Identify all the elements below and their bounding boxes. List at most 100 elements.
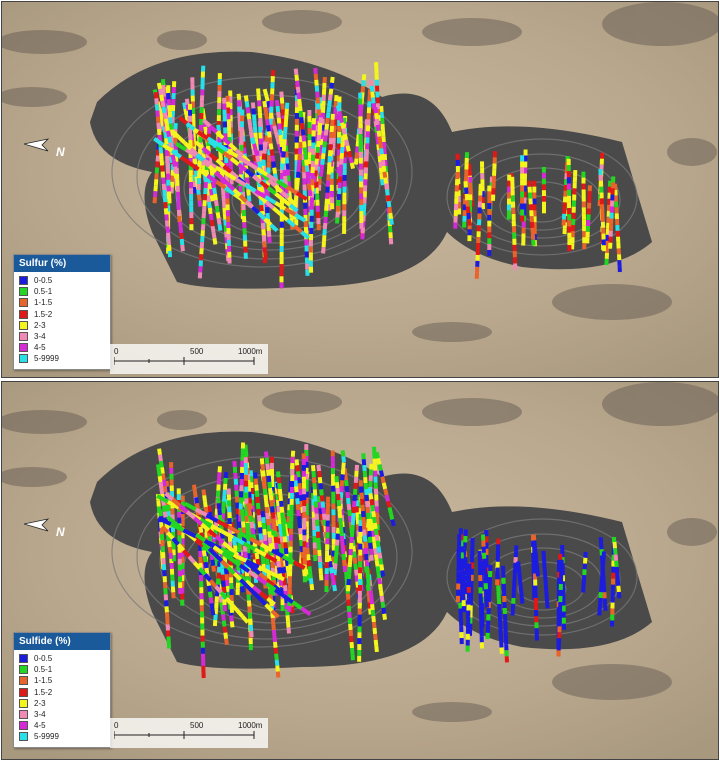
drillhole-segment xyxy=(243,95,249,102)
drillhole-segment xyxy=(308,571,313,579)
drillhole-segment xyxy=(220,559,230,569)
drillhole-segment xyxy=(263,494,269,502)
drillhole-segment xyxy=(378,558,384,565)
drillhole-segment xyxy=(329,566,334,574)
drillhole-segment xyxy=(238,531,252,541)
drillhole-segment xyxy=(380,570,386,577)
legend-item: 0-0.5 xyxy=(19,653,105,664)
drillhole-segment xyxy=(518,579,523,586)
drillhole-segment xyxy=(174,141,188,152)
drillhole-segment xyxy=(229,170,240,180)
drillhole-segment xyxy=(207,585,212,593)
drillhole-segment xyxy=(293,224,303,234)
drillhole-segment xyxy=(249,630,254,638)
drillhole-segment xyxy=(330,572,336,580)
drillhole-segment xyxy=(214,553,224,563)
drillhole-segment xyxy=(298,141,303,149)
drillhole-segment xyxy=(338,116,344,124)
drillhole-segment xyxy=(246,485,252,492)
drillhole-segment xyxy=(220,546,235,557)
drillhole-segment xyxy=(221,529,235,540)
drillhole-segment xyxy=(270,119,277,127)
drillhole-segment xyxy=(346,497,351,505)
drillhole-segment xyxy=(340,450,346,457)
drillhole-segment xyxy=(317,128,322,136)
drillhole-segment xyxy=(298,488,303,496)
drillhole-segment xyxy=(361,459,367,466)
drillhole-segment xyxy=(516,561,521,568)
drillhole-segment xyxy=(259,204,264,212)
drillhole-segment xyxy=(187,555,196,564)
drillhole-segment xyxy=(277,488,283,496)
drillhole-segment xyxy=(265,100,272,108)
drillhole-segment xyxy=(378,167,384,174)
drillhole-segment xyxy=(341,128,347,135)
drillhole-segment xyxy=(205,513,219,523)
drillhole-segment xyxy=(163,202,168,209)
north-arrow-icon xyxy=(24,138,50,152)
drillhole-segment xyxy=(279,506,285,513)
drillhole-segment xyxy=(251,565,261,576)
drillhole-segment xyxy=(321,513,327,521)
drillhole-segment xyxy=(289,607,295,614)
drillhole-segment xyxy=(207,547,217,557)
drillhole-segment xyxy=(338,492,344,499)
drillhole-segment xyxy=(299,545,305,553)
drillhole-segment xyxy=(184,114,190,122)
drillhole-segment xyxy=(270,571,285,582)
drillhole-segment xyxy=(256,166,269,177)
drillhole-segment xyxy=(333,563,338,570)
drillhole-segment xyxy=(206,201,212,209)
legend-item: 2-3 xyxy=(19,320,105,331)
drillhole-segment xyxy=(616,591,622,599)
drillhole-segment xyxy=(348,515,353,523)
drillhole-segment xyxy=(342,565,348,573)
drillhole-segment xyxy=(213,199,219,207)
drillhole-segment xyxy=(272,524,277,532)
drillhole-segment xyxy=(314,152,320,159)
drillhole-segment xyxy=(199,517,213,528)
legend-items: 0-0.5 0.5-1 1-1.5 1.5-2 2-3 3-4 4-5 5-9999 xyxy=(14,650,110,747)
drillhole-segment xyxy=(306,177,311,185)
drillhole-segment xyxy=(166,540,172,548)
drillhole-segment xyxy=(158,454,163,462)
drillhole-segment xyxy=(282,169,287,177)
drillhole-segment xyxy=(277,482,282,490)
drillhole-segment xyxy=(296,516,302,523)
drillhole-segment xyxy=(276,505,281,513)
drillhole-segment xyxy=(201,541,211,551)
drillhole-segment xyxy=(279,567,285,574)
drillhole-segment xyxy=(211,565,216,572)
drillhole-segment xyxy=(272,125,278,133)
drillhole-segment xyxy=(388,212,394,220)
drillhole-segment xyxy=(248,124,253,132)
drillhole-segment xyxy=(294,486,299,493)
drillhole-segment xyxy=(323,135,328,142)
drillhole-segment xyxy=(349,641,354,649)
drillhole-segment xyxy=(305,554,311,561)
drillhole-segment xyxy=(344,485,350,493)
drillhole-segment xyxy=(230,603,239,612)
drillhole-segment xyxy=(257,515,262,522)
drillhole-segment xyxy=(262,534,268,542)
drillhole-segment xyxy=(275,137,281,145)
drillhole-segment xyxy=(179,232,184,240)
drillhole-segment xyxy=(229,547,240,557)
drillhole-segment xyxy=(300,230,310,240)
legend-item: 4-5 xyxy=(19,720,105,731)
drillhole-segment xyxy=(251,114,257,121)
drillhole-segment xyxy=(369,598,375,605)
drillhole-segment xyxy=(215,158,226,168)
drillhole-segment xyxy=(179,155,191,165)
drillhole-segment xyxy=(362,529,367,536)
drillhole-segment xyxy=(270,512,276,519)
drillhole-segment xyxy=(232,535,245,546)
legend-label: 5-9999 xyxy=(34,354,59,364)
drillhole-segment xyxy=(261,153,267,160)
drillhole-segment xyxy=(254,484,259,491)
drillhole-segment xyxy=(383,177,389,184)
drillhole-segment xyxy=(263,217,273,227)
scale-label-500: 500 xyxy=(190,347,204,356)
drillhole-segment xyxy=(258,533,264,540)
drillhole-segment xyxy=(463,535,468,543)
